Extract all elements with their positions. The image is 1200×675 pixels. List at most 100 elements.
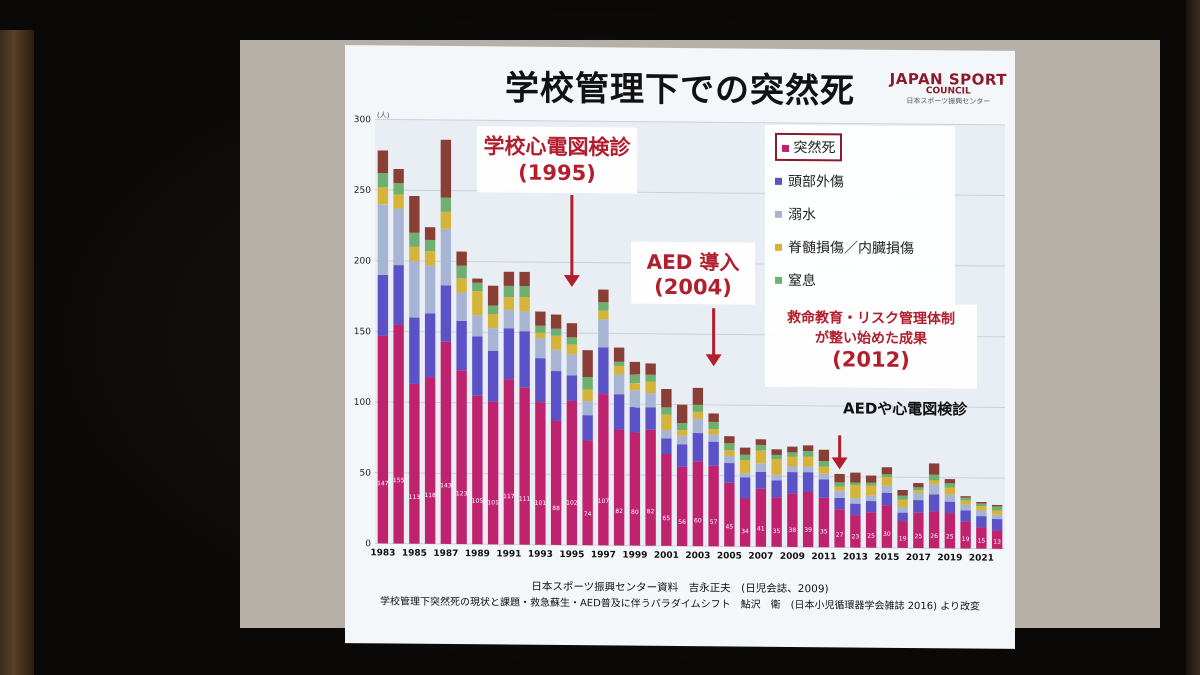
data-label: 26 xyxy=(930,533,938,540)
bar-segment-sudden-death xyxy=(661,453,672,546)
bar-segment-drowning xyxy=(377,204,389,275)
bar-segment-top-extra xyxy=(503,271,515,286)
bar-segment-spinal xyxy=(582,389,593,402)
bar-segment-head-injury xyxy=(566,375,578,401)
bar-segment-spinal xyxy=(739,460,751,474)
bar-segment-drowning xyxy=(865,495,877,502)
legend-item-sudden-death: 突然死 xyxy=(775,132,843,162)
bar-segment-drowning xyxy=(613,374,625,395)
legend-label-spinal: 脊髄損傷／内臓損傷 xyxy=(788,239,914,258)
bar-segment-drowning xyxy=(692,418,704,434)
bar-segment-spinal xyxy=(913,490,924,494)
bar-segment-top-extra xyxy=(897,489,908,496)
data-label: 65 xyxy=(663,515,671,522)
x-tick-label: 2003 xyxy=(685,551,710,561)
annotation-ecg-year: (1995) xyxy=(518,160,596,186)
bar-segment-suffocation xyxy=(692,404,704,412)
annotation-aed-title: AED 導入 xyxy=(646,249,740,275)
x-tick-label: 1989 xyxy=(465,549,490,559)
bar-segment-top-extra xyxy=(613,347,625,362)
bar-segment-drowning xyxy=(944,494,956,502)
data-label: 111 xyxy=(519,496,531,503)
bar-segment-drowning xyxy=(472,315,483,337)
x-tick-label: 1983 xyxy=(370,548,395,558)
data-label: 60 xyxy=(694,517,702,524)
bar-segment-head-injury xyxy=(865,500,877,513)
bar-segment-suffocation xyxy=(865,482,877,486)
bar-segment-suffocation xyxy=(818,460,830,467)
data-label: 25 xyxy=(946,533,954,540)
bar-segment-suffocation xyxy=(881,474,893,478)
bar-segment-head-injury xyxy=(676,444,688,467)
bar-segment-spinal xyxy=(881,477,893,486)
bar-segment-drowning xyxy=(487,328,499,351)
bar-segment-top-extra xyxy=(787,446,798,453)
legend-item-suffocation: 窒息 xyxy=(775,270,816,290)
bar-segment-head-injury xyxy=(645,407,656,430)
bar-segment-spinal xyxy=(409,246,420,262)
legend-label-suffocation: 窒息 xyxy=(788,272,816,290)
bar-segment-top-extra xyxy=(724,436,735,444)
bar-segment-head-injury xyxy=(692,433,704,462)
data-label: 74 xyxy=(584,511,592,518)
bar-segment-suffocation xyxy=(393,183,404,195)
bar-segment-spinal xyxy=(818,466,830,474)
bar-segment-sudden-death xyxy=(928,511,940,549)
bar-segment-top-extra xyxy=(976,501,987,504)
bar-segment-drowning xyxy=(598,319,609,348)
bar-segment-head-injury xyxy=(519,331,530,388)
bar-segment-head-injury xyxy=(503,328,515,380)
x-tick-label: 2019 xyxy=(937,553,962,563)
data-label: 123 xyxy=(456,490,468,497)
bar-segment-suffocation xyxy=(850,482,861,486)
bar-segment-spinal xyxy=(960,500,971,505)
x-tick-label: 1999 xyxy=(622,550,647,560)
bar-segment-suffocation xyxy=(424,239,436,252)
data-label: 143 xyxy=(440,482,452,489)
bar-segment-sudden-death xyxy=(787,493,798,548)
bar-segment-top-extra xyxy=(991,504,1003,507)
bar-segment-head-injury xyxy=(944,501,956,514)
bar-segment-drowning xyxy=(787,466,798,473)
bar-segment-head-injury xyxy=(535,358,546,403)
bar-segment-sudden-death xyxy=(708,465,719,547)
bar-segment-spinal xyxy=(503,297,515,310)
x-tick-label: 1991 xyxy=(496,549,521,559)
bar-segment-suffocation xyxy=(456,265,467,279)
bar-segment-suffocation xyxy=(487,305,499,315)
bar-segment-spinal xyxy=(393,194,404,209)
bar-segment-sudden-death xyxy=(692,461,704,547)
bar-segment-spinal xyxy=(991,510,1003,515)
bar-segment-suffocation xyxy=(503,285,515,298)
legend-item-head-injury: 頭部外傷 xyxy=(775,171,844,192)
legend-swatch-spinal xyxy=(775,243,782,251)
bar-segment-suffocation xyxy=(629,374,641,384)
data-label: 102 xyxy=(566,500,578,507)
bar-segment-top-extra xyxy=(393,168,404,184)
bar-segment-sudden-death xyxy=(535,401,546,545)
jsc-logo: JAPAN SPORT COUNCIL 日本スポーツ振興センター xyxy=(890,70,1007,107)
bar-segment-drowning xyxy=(834,490,845,498)
bar-segment-top-extra xyxy=(550,314,562,329)
bar-segment-sudden-death xyxy=(818,497,830,548)
data-label: 27 xyxy=(836,532,844,539)
y-tick-label: 100 xyxy=(354,398,371,408)
bar-segment-sudden-death xyxy=(409,383,420,544)
logo-line3: 日本スポーツ振興センター xyxy=(906,96,991,106)
bar-segment-drowning xyxy=(393,208,404,266)
bar-segment-drowning xyxy=(661,429,672,439)
bar-segment-drowning xyxy=(629,390,641,408)
bar-segment-suffocation xyxy=(991,506,1003,511)
bar-segment-sudden-death xyxy=(739,498,751,547)
bar-segment-suffocation xyxy=(897,495,908,500)
bar-segment-suffocation xyxy=(944,483,956,488)
bar-segment-head-injury xyxy=(487,350,499,402)
bar-segment-top-extra xyxy=(755,439,767,445)
annotation-aed-ecg: AEDや心電図検診 xyxy=(843,399,968,419)
arrow-2012-head xyxy=(831,457,848,470)
bar-segment-drowning xyxy=(802,466,814,473)
bar-segment-sudden-death xyxy=(645,429,656,546)
bar-segment-spinal xyxy=(850,485,861,499)
bar-segment-drowning xyxy=(724,455,735,464)
bar-segment-suffocation xyxy=(472,282,483,292)
